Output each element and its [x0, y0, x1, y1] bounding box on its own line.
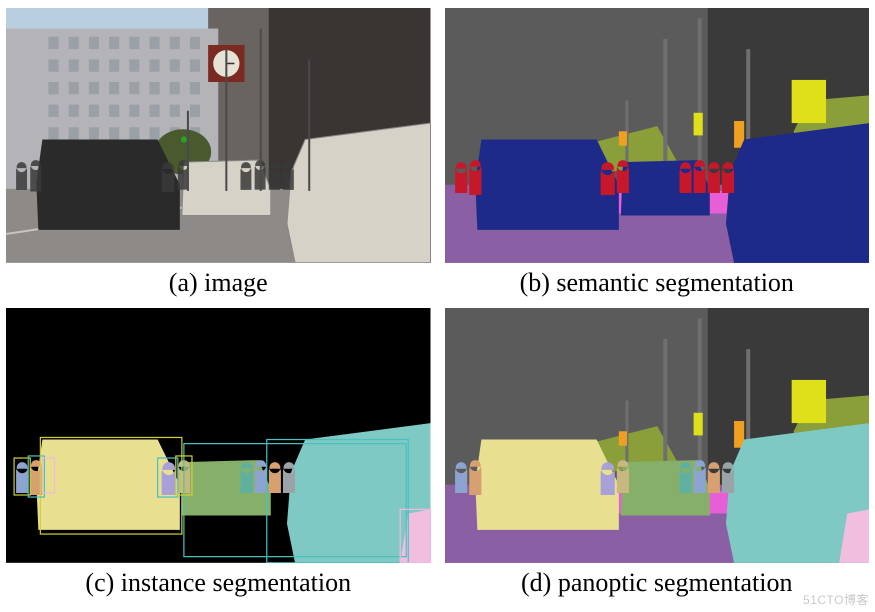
panel-a-svg — [6, 8, 431, 263]
figure-grid: (a) image (b) semantic segmentation (c) … — [0, 0, 875, 612]
caption-b: (b) semantic segmentation — [445, 267, 870, 304]
caption-a: (a) image — [6, 267, 431, 304]
panel-a-image — [6, 8, 431, 263]
caption-c: (c) instance segmentation — [6, 567, 431, 604]
caption-d: (d) panoptic segmentation — [445, 567, 870, 604]
panel-d-panoptic — [445, 308, 870, 563]
panel-b-svg — [445, 8, 870, 263]
panel-d-svg — [445, 308, 870, 563]
panel-c-svg — [6, 308, 431, 563]
panel-c-instance — [6, 308, 431, 563]
panel-b-semantic — [445, 8, 870, 263]
